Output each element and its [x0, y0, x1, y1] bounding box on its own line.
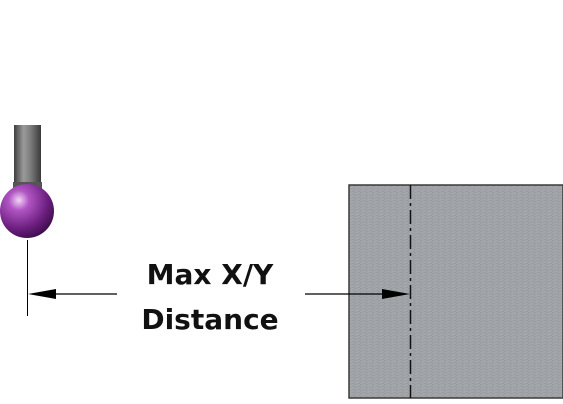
dimension-line-left	[28, 289, 117, 299]
probe-stylus	[0, 125, 54, 238]
workpiece-block	[348, 184, 563, 399]
dimension-line-right	[305, 289, 410, 299]
dimension-label-line-2: Distance	[141, 303, 279, 336]
probe-ball-icon	[0, 184, 54, 238]
dimension-label-line-1: Max X/Y	[146, 258, 274, 291]
right-arrowhead-icon	[382, 289, 410, 299]
left-arrowhead-icon	[28, 289, 56, 299]
stylus-shaft	[14, 125, 41, 193]
